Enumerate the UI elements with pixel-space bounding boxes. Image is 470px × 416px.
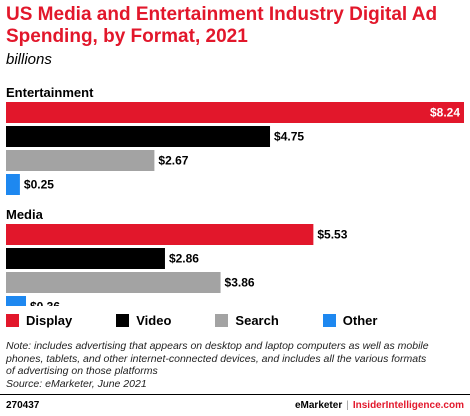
legend-item-display: Display <box>6 313 72 328</box>
brand-separator: | <box>346 400 349 411</box>
bar-video-media <box>6 248 165 269</box>
bar-other-media <box>6 296 27 306</box>
legend-item-search: Search <box>215 313 279 328</box>
legend-label-video: Video <box>136 313 172 328</box>
note-line-1: Note: includes advertising that appears … <box>6 340 429 352</box>
bar-video-entertainment <box>6 126 271 147</box>
legend: Display Video Search Other <box>6 313 377 328</box>
footer-divider <box>0 394 470 395</box>
chart-note: Note: includes advertising that appears … <box>6 340 466 390</box>
legend-swatch-search <box>215 314 229 327</box>
legend-item-video: Video <box>116 313 171 328</box>
chart-subtitle: billions <box>6 51 52 68</box>
value-label-display-media: $5.53 <box>317 228 347 242</box>
brand-emarketer: eMarketer <box>294 400 343 411</box>
value-label-video-media: $2.86 <box>169 252 199 266</box>
chart-id: 270437 <box>6 400 40 411</box>
chart-title: US Media and Entertainment Industry Digi… <box>6 4 438 47</box>
value-label-search-entertainment: $2.67 <box>158 154 188 168</box>
bar-other-entertainment <box>6 174 20 195</box>
bar-search-media <box>6 272 221 293</box>
value-label-display-entertainment: $8.24 <box>430 106 460 120</box>
legend-swatch-display <box>6 314 19 327</box>
note-line-3: of advertising on those platforms <box>6 365 158 377</box>
legend-swatch-video <box>116 314 130 327</box>
group-label-entertainment: Entertainment <box>6 85 94 100</box>
bar-display-entertainment <box>6 102 464 123</box>
note-line-2: phones, tablets, and other internet-conn… <box>6 352 427 365</box>
footer-brand: eMarketer | InsiderIntelligence.com <box>295 400 464 411</box>
brand-insider-intelligence: InsiderIntelligence.com <box>352 400 464 411</box>
legend-swatch-other <box>322 314 336 327</box>
bar-search-entertainment <box>6 150 155 171</box>
legend-label-display: Display <box>26 313 73 328</box>
bar-display-media <box>6 224 314 245</box>
group-label-media: Media <box>6 207 44 222</box>
value-label-other-media: $0.36 <box>30 300 60 307</box>
note-source: Source: eMarketer, June 2021 <box>6 377 147 390</box>
legend-label-search: Search <box>235 313 279 328</box>
value-label-video-entertainment: $4.75 <box>274 130 304 144</box>
value-label-other-entertainment: $0.25 <box>24 178 54 192</box>
legend-label-other: Other <box>342 313 378 328</box>
bar-chart: Entertainment $8.24 $4.75 $2.67 $0.25 Media $5… <box>6 85 464 307</box>
legend-item-other: Other <box>322 313 378 328</box>
value-label-search-media: $3.86 <box>225 276 255 290</box>
